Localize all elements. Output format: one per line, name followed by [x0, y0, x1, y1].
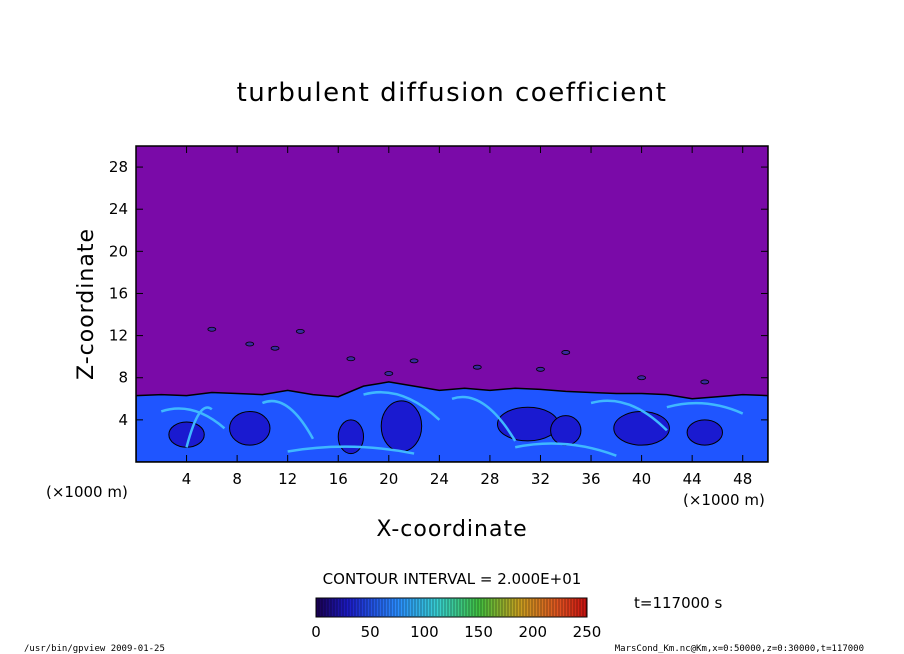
y-tick-label: 28: [109, 158, 128, 176]
scatter-blob: [536, 366, 545, 372]
x-tick-label: 40: [632, 470, 651, 488]
turbulence-streak: [160, 407, 226, 430]
scatter-blob: [346, 356, 356, 362]
x-tick-label: 16: [329, 470, 348, 488]
turbulence-streak: [287, 445, 415, 455]
x-axis-ticks: 4 8 12 16 20 24 28 32 36 40 44 48: [182, 146, 752, 488]
scatter-blob: [295, 328, 305, 334]
colorbar-tick-label: 50: [361, 623, 380, 641]
scatter-blob: [384, 371, 394, 376]
plot-area: [136, 146, 768, 462]
y-tick-label: 20: [109, 242, 128, 260]
colorbar-tick-label: 200: [518, 623, 547, 641]
colorbar-tick-label: 150: [464, 623, 493, 641]
eddy-core: [497, 406, 559, 442]
scatter-blob: [700, 379, 710, 385]
plot-frame: [135, 145, 769, 463]
x-tick-label: 24: [430, 470, 449, 488]
colorbar-tick-label: 0: [311, 623, 321, 641]
footer-left: /usr/bin/gpview 2009-01-25: [24, 644, 165, 654]
contour-interval-label: CONTOUR INTERVAL = 2.000E+01: [323, 570, 582, 588]
scatter-blob: [637, 375, 646, 381]
x-tick-label: 4: [182, 470, 192, 488]
y-tick-label: 24: [109, 200, 128, 218]
x-unit-right: (×1000 m): [683, 491, 765, 509]
turbulence-streak: [185, 406, 213, 448]
eddy-core: [380, 400, 423, 452]
x-tick-label: 8: [232, 470, 242, 488]
scatter-blob: [245, 341, 255, 347]
x-tick-label: 12: [278, 470, 297, 488]
turbulence-streak: [363, 390, 441, 421]
y-axis-ticks: 4 8 12 16 20 24 28: [109, 158, 768, 429]
footer-right: MarsCond_Km.nc@Km,x=0:50000,z=0:30000,t=…: [615, 644, 864, 654]
time-label: t=117000 s: [634, 594, 722, 612]
scatter-blob: [270, 345, 280, 351]
colorbar-tick-labels: 0 50 100 150 200 250: [311, 623, 601, 641]
turbulence-streak: [590, 399, 668, 432]
mixed-layer-field: [136, 326, 768, 462]
colorbar-stripes: [315, 599, 587, 616]
turbulence-streak: [666, 401, 744, 415]
eddy-core: [613, 410, 670, 446]
x-unit-left: (×1000 m): [46, 483, 128, 501]
turbulence-streak: [514, 442, 617, 457]
colorbar-tick-label: 250: [573, 623, 602, 641]
x-tick-label: 48: [733, 470, 752, 488]
eddy-core: [229, 410, 271, 446]
y-tick-label: 16: [109, 284, 128, 302]
x-tick-label: 36: [581, 470, 600, 488]
eddy-core: [686, 419, 723, 446]
y-tick-label: 12: [109, 327, 128, 345]
eddy-core: [337, 419, 365, 455]
chart-title: turbulent diffusion coefficient: [237, 78, 668, 108]
turbulence-streak: [261, 399, 315, 440]
colorbar: [315, 597, 588, 618]
x-tick-label: 28: [480, 470, 499, 488]
x-axis-title: X-coordinate: [376, 517, 527, 542]
colorbar-tick-label: 100: [410, 623, 439, 641]
eddy-core: [550, 415, 582, 446]
y-tick-label: 4: [118, 411, 128, 429]
y-axis-title: Z-coordinate: [74, 228, 99, 380]
x-tick-label: 20: [379, 470, 398, 488]
x-tick-label: 44: [683, 470, 702, 488]
x-tick-label: 32: [531, 470, 550, 488]
scatter-blob: [561, 350, 571, 355]
scatter-blob: [409, 358, 419, 364]
y-tick-label: 8: [118, 369, 128, 387]
turbulence-streak: [451, 395, 517, 442]
scatter-blob: [472, 364, 482, 370]
scatter-blob: [207, 326, 217, 332]
